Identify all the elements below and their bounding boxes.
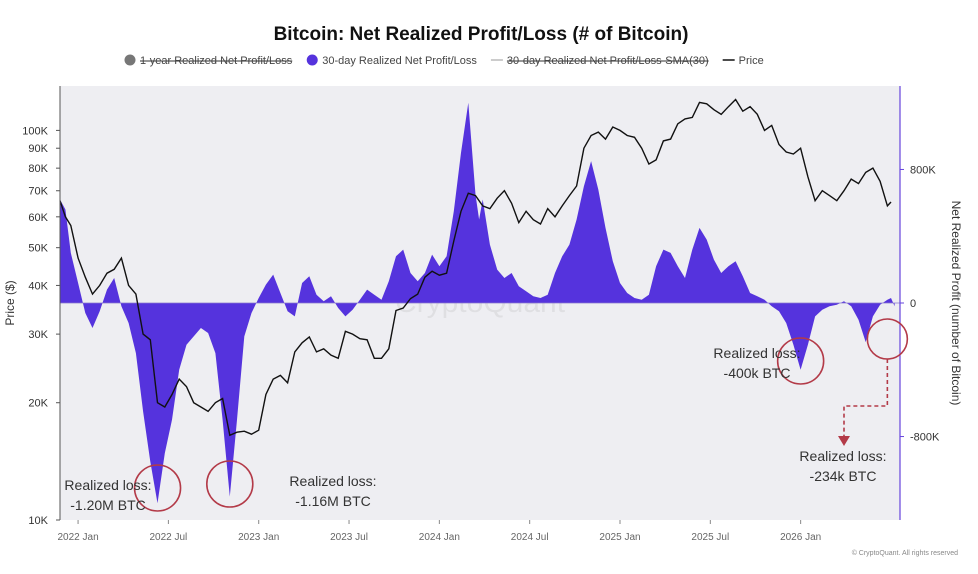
x-tick-label: 2023 Jan: [238, 532, 279, 543]
x-axis-ticks: 2022 Jan 2022 Jul 2023 Jan 2023 Jul 2024 Jan…: [57, 520, 821, 543]
x-tick-label: 2024 Jan: [419, 532, 460, 543]
left-tick-label: 50K: [28, 243, 48, 255]
annotation-value: -400k BTC: [724, 365, 791, 381]
left-axis-ticks: 10K 20K 30K 40K 50K 60K 70K 80K 90K 100K: [22, 125, 60, 527]
left-tick-label: 90K: [28, 143, 48, 155]
annotation-label: Realized loss:: [64, 477, 151, 493]
annotation-value: -234k BTC: [810, 468, 877, 484]
legend-dot: [124, 54, 136, 66]
left-tick-label: 80K: [28, 163, 48, 175]
x-tick-label: 2026 Jan: [780, 532, 821, 543]
x-tick-label: 2025 Jul: [691, 532, 729, 543]
annotation-value: -1.16M BTC: [295, 493, 370, 509]
legend-item[interactable]: 1-year Realized Net Profit/Loss: [124, 54, 293, 68]
price-line: [59, 98, 892, 437]
legend-item[interactable]: 30-day Realized Net Profit/Loss-SMA(30): [490, 55, 709, 67]
legend-label: 1-year Realized Net Profit/Loss: [140, 55, 293, 67]
legend-dot: [306, 54, 318, 66]
left-tick-label: 60K: [28, 212, 48, 224]
left-axis-title: Price ($): [3, 280, 17, 325]
annotation-label: Realized loss:: [799, 448, 886, 464]
right-tick-label: -800K: [910, 432, 940, 444]
annotation-label: Realized loss:: [289, 473, 376, 489]
left-tick-label: 20K: [28, 398, 48, 410]
left-tick-label: 10K: [28, 515, 48, 527]
annotation-circle: [776, 337, 825, 385]
legend-item[interactable]: 30-day Realized Net Profit/Loss: [306, 54, 478, 68]
chart-title: Bitcoin: Net Realized Profit/Loss (# of …: [274, 24, 689, 45]
copyright-credit: © CryptoQuant. All rights reserved: [852, 549, 958, 557]
annotation-circle: [133, 464, 182, 512]
right-tick-label: 0: [910, 298, 916, 310]
legend-item[interactable]: Price: [722, 55, 764, 67]
annotation-connector: [843, 359, 889, 438]
legend-label: 30-day Realized Net Profit/Loss-SMA(30): [507, 55, 709, 67]
legend: 1-year Realized Net Profit/Loss 30-day Re…: [124, 54, 764, 68]
annotation-value: -1.20M BTC: [70, 497, 145, 513]
right-axis-title: Net Realized Profit (number of Bitcoin): [949, 201, 963, 406]
annotation-label: Realized loss:: [713, 345, 800, 361]
legend-label: 30-day Realized Net Profit/Loss: [322, 55, 477, 67]
x-tick-label: 2024 Jul: [511, 532, 549, 543]
left-tick-label: 40K: [28, 280, 48, 292]
left-tick-label: 30K: [28, 329, 48, 341]
legend-label: Price: [739, 55, 764, 67]
x-tick-label: 2022 Jan: [57, 532, 98, 543]
right-axis-ticks: 800K 0 -800K: [900, 164, 940, 444]
annotation-circle: [206, 460, 254, 508]
left-tick-label: 70K: [28, 186, 48, 198]
x-tick-label: 2022 Jul: [149, 532, 187, 543]
x-tick-label: 2023 Jul: [330, 532, 368, 543]
annotations: Realized loss: -1.20M BTC Realized loss: -1…: [64, 318, 909, 513]
annotation-arrowhead: [838, 436, 850, 446]
right-tick-label: 800K: [910, 164, 936, 176]
x-tick-label: 2025 Jan: [599, 532, 640, 543]
left-tick-label: 100K: [22, 125, 48, 137]
